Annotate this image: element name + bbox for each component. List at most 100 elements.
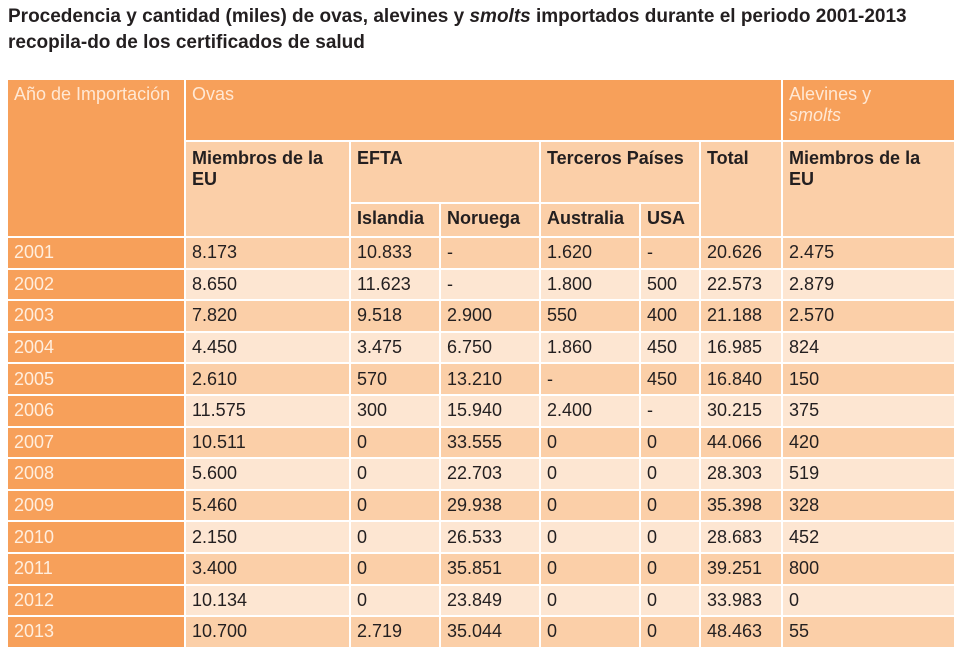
header-alevines-line1: Alevines y <box>789 84 872 104</box>
cell-alevines: 420 <box>783 427 957 460</box>
cell-noruega: 13.210 <box>441 364 541 396</box>
cell-eu: 2.150 <box>186 522 351 554</box>
cell-year: 2011 <box>8 553 186 586</box>
cell-eu: 10.134 <box>186 585 351 618</box>
header-alevines-line2: smolts <box>789 105 842 125</box>
cell-islandia: 0 <box>351 490 441 523</box>
cell-alevines: 824 <box>783 332 957 365</box>
cell-eu: 3.400 <box>186 553 351 586</box>
cell-total: 28.303 <box>701 459 784 491</box>
cell-eu: 10.511 <box>186 427 351 460</box>
table-caption: Procedencia y cantidad (miles) de ovas, … <box>8 4 956 56</box>
cell-islandia: 0 <box>351 553 441 586</box>
cell-eu: 10.700 <box>186 617 351 649</box>
cell-australia: 0 <box>541 490 641 523</box>
cell-total: 28.683 <box>701 522 784 554</box>
cell-total: 20.626 <box>701 238 784 270</box>
cell-noruega: 29.938 <box>441 490 541 523</box>
cell-islandia: 11.623 <box>351 269 441 302</box>
cell-alevines: 452 <box>783 522 957 554</box>
cell-year: 2008 <box>8 459 186 491</box>
cell-year: 2012 <box>8 585 186 618</box>
table-row: 2008 5.600 0 22.703 0 0 28.303 519 <box>8 459 957 491</box>
cell-alevines: 150 <box>783 364 957 396</box>
table-row: 2006 11.575 300 15.940 2.400 - 30.215 37… <box>8 395 957 428</box>
table-row: 2004 4.450 3.475 6.750 1.860 450 16.985 … <box>8 332 957 365</box>
caption-part2: importados durante el periodo 2001-2013 … <box>8 6 907 53</box>
cell-usa: - <box>641 238 701 270</box>
cell-noruega: 2.900 <box>441 301 541 333</box>
cell-australia: 0 <box>541 553 641 586</box>
cell-usa: 400 <box>641 301 701 333</box>
cell-islandia: 9.518 <box>351 301 441 333</box>
cell-eu: 8.650 <box>186 269 351 302</box>
caption-part1: Procedencia y cantidad (miles) de ovas, … <box>8 6 470 27</box>
cell-eu: 4.450 <box>186 332 351 365</box>
table-row: 2005 2.610 570 13.210 - 450 16.840 150 <box>8 364 957 396</box>
cell-islandia: 0 <box>351 585 441 618</box>
cell-australia: 550 <box>541 301 641 333</box>
cell-year: 2013 <box>8 617 186 649</box>
cell-year: 2005 <box>8 364 186 396</box>
cell-alevines: 800 <box>783 553 957 586</box>
cell-usa: 0 <box>641 585 701 618</box>
header-islandia: Islandia <box>351 204 441 238</box>
header-usa: USA <box>641 204 701 238</box>
import-table: Año de Importación Ovas Alevines y smolts… <box>8 80 957 649</box>
cell-usa: 0 <box>641 522 701 554</box>
cell-usa: 0 <box>641 459 701 491</box>
header-eu-alevines: Miembros de la EU <box>783 142 957 238</box>
cell-islandia: 2.719 <box>351 617 441 649</box>
table-row: 2002 8.650 11.623 - 1.800 500 22.573 2.8… <box>8 269 957 302</box>
table-row: 2003 7.820 9.518 2.900 550 400 21.188 2.… <box>8 301 957 333</box>
cell-australia: 0 <box>541 522 641 554</box>
cell-alevines: 375 <box>783 395 957 428</box>
cell-noruega: 33.555 <box>441 427 541 460</box>
cell-australia: 1.800 <box>541 269 641 302</box>
cell-alevines: 328 <box>783 490 957 523</box>
header-noruega: Noruega <box>441 204 541 238</box>
cell-alevines: 2.879 <box>783 269 957 302</box>
table-row: 2009 5.460 0 29.938 0 0 35.398 328 <box>8 490 957 523</box>
cell-year: 2003 <box>8 301 186 333</box>
cell-total: 35.398 <box>701 490 784 523</box>
cell-year: 2002 <box>8 269 186 302</box>
cell-australia: 0 <box>541 427 641 460</box>
cell-noruega: 23.849 <box>441 585 541 618</box>
cell-eu: 2.610 <box>186 364 351 396</box>
cell-islandia: 3.475 <box>351 332 441 365</box>
cell-noruega: - <box>441 238 541 270</box>
header-total: Total <box>701 142 784 238</box>
cell-noruega: 22.703 <box>441 459 541 491</box>
cell-year: 2001 <box>8 238 186 270</box>
header-australia: Australia <box>541 204 641 238</box>
cell-australia: 0 <box>541 617 641 649</box>
cell-noruega: - <box>441 269 541 302</box>
cell-total: 30.215 <box>701 395 784 428</box>
cell-islandia: 0 <box>351 459 441 491</box>
cell-usa: 450 <box>641 364 701 396</box>
cell-noruega: 35.851 <box>441 553 541 586</box>
cell-australia: 1.620 <box>541 238 641 270</box>
cell-australia: - <box>541 364 641 396</box>
cell-islandia: 0 <box>351 427 441 460</box>
cell-total: 16.985 <box>701 332 784 365</box>
table-row: 2001 8.173 10.833 - 1.620 - 20.626 2.475 <box>8 238 957 270</box>
cell-usa: 0 <box>641 617 701 649</box>
cell-australia: 2.400 <box>541 395 641 428</box>
cell-alevines: 0 <box>783 585 957 618</box>
cell-usa: 0 <box>641 553 701 586</box>
cell-total: 21.188 <box>701 301 784 333</box>
cell-usa: 450 <box>641 332 701 365</box>
cell-islandia: 0 <box>351 522 441 554</box>
cell-year: 2007 <box>8 427 186 460</box>
cell-alevines: 519 <box>783 459 957 491</box>
cell-eu: 5.460 <box>186 490 351 523</box>
cell-noruega: 26.533 <box>441 522 541 554</box>
cell-noruega: 35.044 <box>441 617 541 649</box>
cell-australia: 1.860 <box>541 332 641 365</box>
cell-eu: 8.173 <box>186 238 351 270</box>
cell-total: 39.251 <box>701 553 784 586</box>
cell-eu: 7.820 <box>186 301 351 333</box>
cell-total: 33.983 <box>701 585 784 618</box>
